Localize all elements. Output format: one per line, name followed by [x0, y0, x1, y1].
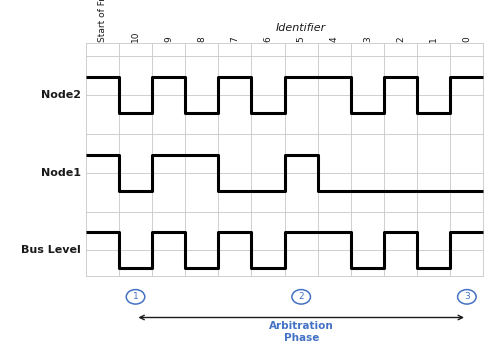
Text: 9: 9: [164, 36, 173, 42]
Text: 4: 4: [330, 37, 339, 42]
Text: 10: 10: [131, 31, 140, 42]
Text: 0: 0: [462, 36, 471, 42]
Text: 7: 7: [230, 36, 240, 42]
Text: Arbitration
Phase: Arbitration Phase: [269, 321, 334, 343]
Text: Node1: Node1: [41, 168, 81, 178]
Text: Identifier: Identifier: [276, 23, 326, 33]
Text: Start of Frame: Start of Frame: [98, 0, 107, 42]
Text: 3: 3: [464, 292, 470, 301]
Text: 6: 6: [263, 36, 273, 42]
Text: 1: 1: [429, 36, 438, 42]
Text: 8: 8: [198, 36, 206, 42]
Text: Node2: Node2: [41, 90, 81, 100]
Text: 3: 3: [363, 36, 372, 42]
Text: 2: 2: [396, 37, 405, 42]
Text: 1: 1: [133, 292, 139, 301]
Text: Bus Level: Bus Level: [21, 245, 81, 255]
Text: 5: 5: [297, 36, 306, 42]
Text: 2: 2: [298, 292, 304, 301]
